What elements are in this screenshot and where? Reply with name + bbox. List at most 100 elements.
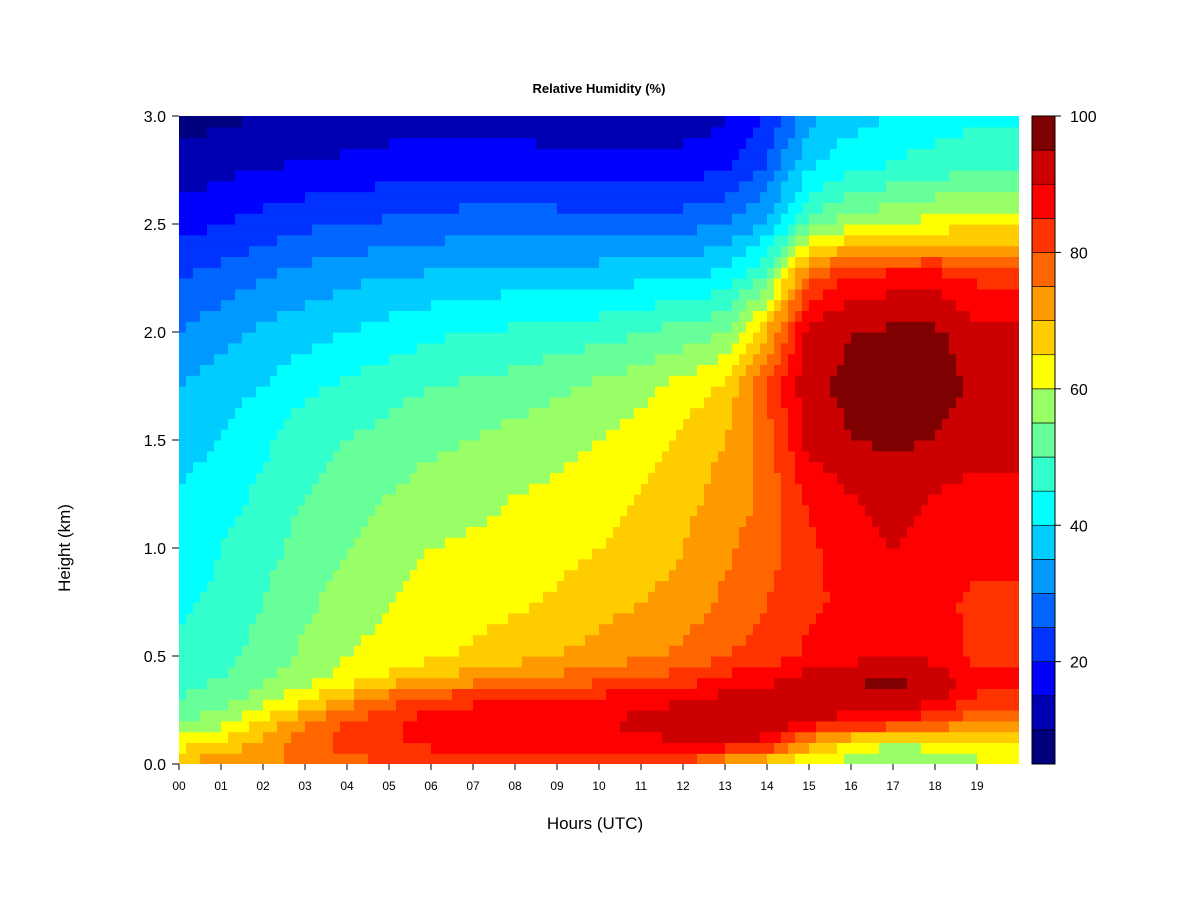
heatmap-cell [214, 202, 222, 214]
heatmap-cell [655, 656, 663, 668]
heatmap-cell [473, 494, 481, 506]
heatmap-cell [200, 483, 208, 495]
heatmap-cell [291, 213, 299, 225]
heatmap-cell [473, 688, 481, 700]
heatmap-cell [571, 299, 579, 311]
heatmap-cell [494, 742, 502, 754]
heatmap-cell [333, 170, 341, 182]
heatmap-cell [487, 623, 495, 635]
heatmap-cell [599, 159, 607, 171]
heatmap-cell [669, 623, 677, 635]
heatmap-cell [543, 558, 551, 571]
heatmap-cell [347, 245, 355, 257]
heatmap-cell [214, 180, 222, 193]
heatmap-cell [417, 677, 425, 689]
heatmap-cell [606, 634, 614, 646]
heatmap-cell [249, 612, 257, 625]
heatmap-cell [480, 180, 488, 193]
heatmap-cell [711, 148, 719, 160]
heatmap-cell [655, 602, 663, 614]
heatmap-cell [487, 450, 495, 463]
heatmap-cell [739, 602, 747, 614]
heatmap-cell [417, 278, 425, 290]
heatmap-cell [221, 224, 229, 236]
heatmap-cell [683, 710, 691, 722]
heatmap-cell [396, 364, 404, 376]
heatmap-cell [438, 321, 446, 333]
heatmap-cell [487, 537, 495, 549]
heatmap-cell [424, 375, 432, 387]
heatmap-cell [501, 342, 509, 355]
heatmap-cell [571, 504, 579, 517]
heatmap-cell [494, 429, 502, 441]
heatmap-cell [319, 537, 327, 549]
heatmap-cell [242, 569, 250, 581]
heatmap-cell [179, 364, 187, 376]
heatmap-cell [214, 548, 222, 560]
heatmap-cell [739, 645, 747, 657]
heatmap-cell [284, 580, 292, 592]
heatmap-cell [312, 267, 320, 279]
heatmap-cell [410, 569, 418, 581]
heatmap-cell [312, 623, 320, 635]
heatmap-cell [326, 429, 334, 441]
heatmap-cell [249, 213, 257, 225]
heatmap-cell [753, 202, 761, 214]
heatmap-cell [599, 537, 607, 549]
heatmap-cell [368, 245, 376, 257]
heatmap-cell [235, 666, 243, 679]
heatmap-cell [375, 256, 383, 268]
heatmap-cell [473, 310, 481, 322]
heatmap-cell [669, 429, 677, 441]
heatmap-cell [543, 310, 551, 322]
heatmap-cell [375, 321, 383, 333]
heatmap-cell [431, 526, 439, 538]
heatmap-cell [361, 126, 369, 139]
heatmap-cell [403, 731, 411, 743]
heatmap-cell [305, 386, 313, 398]
heatmap-cell [221, 137, 229, 149]
heatmap-cell [298, 332, 306, 344]
heatmap-cell [760, 591, 768, 603]
heatmap-cell [179, 148, 187, 160]
heatmap-cell [494, 666, 502, 679]
heatmap-cell [557, 591, 565, 603]
heatmap-cell [326, 580, 334, 592]
heatmap-cell [711, 256, 719, 268]
heatmap-cell [298, 180, 306, 193]
heatmap-cell [536, 612, 544, 625]
heatmap-cell [354, 569, 362, 581]
heatmap-cell [445, 742, 453, 754]
heatmap-cell [333, 245, 341, 257]
heatmap-cell [557, 429, 565, 441]
heatmap-cell [718, 742, 726, 754]
heatmap-cell [396, 580, 404, 592]
heatmap-cell [326, 461, 334, 473]
heatmap-cell [179, 656, 187, 668]
heatmap-cell [620, 537, 628, 549]
heatmap-cell [340, 472, 348, 484]
heatmap-cell [725, 461, 733, 473]
heatmap-cell [550, 623, 558, 635]
heatmap-cell [249, 342, 257, 355]
heatmap-cell [347, 494, 355, 506]
heatmap-cell [284, 137, 292, 149]
heatmap-cell [326, 407, 334, 419]
heatmap-cell [641, 634, 649, 646]
heatmap-cell [494, 159, 502, 171]
heatmap-cell [648, 753, 656, 764]
heatmap-cell [557, 634, 565, 646]
heatmap-cell [683, 483, 691, 495]
heatmap-cell [564, 396, 572, 409]
heatmap-cell [480, 645, 488, 657]
heatmap-cell [571, 580, 579, 592]
heatmap-cell [354, 288, 362, 301]
heatmap-cell [515, 126, 523, 139]
heatmap-cell [291, 375, 299, 387]
heatmap-cell [732, 591, 740, 603]
heatmap-cell [459, 245, 467, 257]
heatmap-cell [529, 267, 537, 279]
heatmap-cell [725, 321, 733, 333]
heatmap-cell [263, 364, 271, 376]
heatmap-cell [235, 148, 243, 160]
